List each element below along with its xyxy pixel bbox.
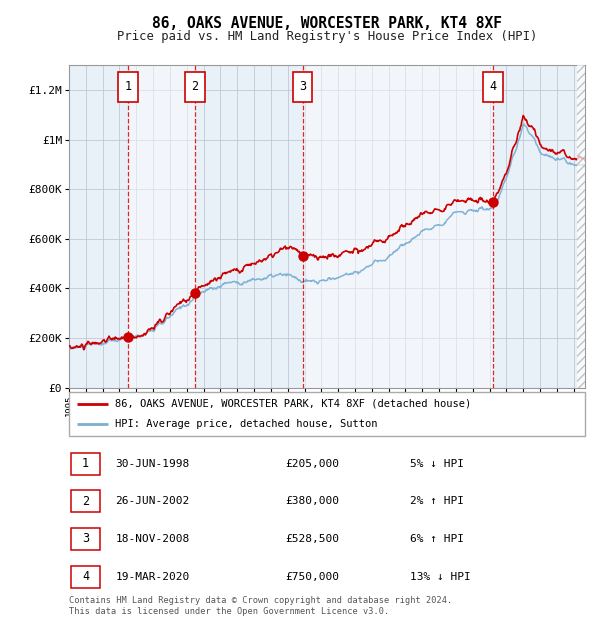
Text: £750,000: £750,000 bbox=[286, 572, 340, 582]
Bar bbox=[293, 71, 313, 102]
Bar bbox=[484, 71, 503, 102]
Bar bbox=[118, 71, 137, 102]
Text: 1: 1 bbox=[124, 81, 131, 94]
Text: 2: 2 bbox=[82, 495, 89, 508]
Text: HPI: Average price, detached house, Sutton: HPI: Average price, detached house, Sutt… bbox=[115, 419, 378, 430]
Bar bbox=[128, 65, 195, 388]
Text: 1: 1 bbox=[82, 457, 89, 470]
Text: 3: 3 bbox=[299, 81, 306, 94]
FancyBboxPatch shape bbox=[71, 565, 100, 588]
FancyBboxPatch shape bbox=[69, 392, 585, 436]
Text: 6% ↑ HPI: 6% ↑ HPI bbox=[410, 534, 464, 544]
Text: 3: 3 bbox=[82, 533, 89, 546]
Text: 86, OAKS AVENUE, WORCESTER PARK, KT4 8XF (detached house): 86, OAKS AVENUE, WORCESTER PARK, KT4 8XF… bbox=[115, 399, 472, 409]
Text: Contains HM Land Registry data © Crown copyright and database right 2024.
This d: Contains HM Land Registry data © Crown c… bbox=[69, 596, 452, 616]
Text: £528,500: £528,500 bbox=[286, 534, 340, 544]
Text: 30-JUN-1998: 30-JUN-1998 bbox=[115, 459, 190, 469]
Text: £380,000: £380,000 bbox=[286, 497, 340, 507]
Text: 13% ↓ HPI: 13% ↓ HPI bbox=[410, 572, 470, 582]
Text: 26-JUN-2002: 26-JUN-2002 bbox=[115, 497, 190, 507]
Text: 86, OAKS AVENUE, WORCESTER PARK, KT4 8XF: 86, OAKS AVENUE, WORCESTER PARK, KT4 8XF bbox=[152, 16, 502, 30]
Text: 19-MAR-2020: 19-MAR-2020 bbox=[115, 572, 190, 582]
Bar bbox=[302, 65, 493, 388]
Text: 5% ↓ HPI: 5% ↓ HPI bbox=[410, 459, 464, 469]
Bar bbox=[185, 71, 205, 102]
Text: 2: 2 bbox=[191, 81, 199, 94]
Text: 18-NOV-2008: 18-NOV-2008 bbox=[115, 534, 190, 544]
Text: £205,000: £205,000 bbox=[286, 459, 340, 469]
Text: 4: 4 bbox=[490, 81, 497, 94]
Text: 2% ↑ HPI: 2% ↑ HPI bbox=[410, 497, 464, 507]
Bar bbox=[577, 65, 585, 388]
FancyBboxPatch shape bbox=[71, 490, 100, 513]
Text: 4: 4 bbox=[82, 570, 89, 583]
FancyBboxPatch shape bbox=[71, 528, 100, 550]
Text: Price paid vs. HM Land Registry's House Price Index (HPI): Price paid vs. HM Land Registry's House … bbox=[117, 30, 537, 43]
FancyBboxPatch shape bbox=[71, 453, 100, 475]
